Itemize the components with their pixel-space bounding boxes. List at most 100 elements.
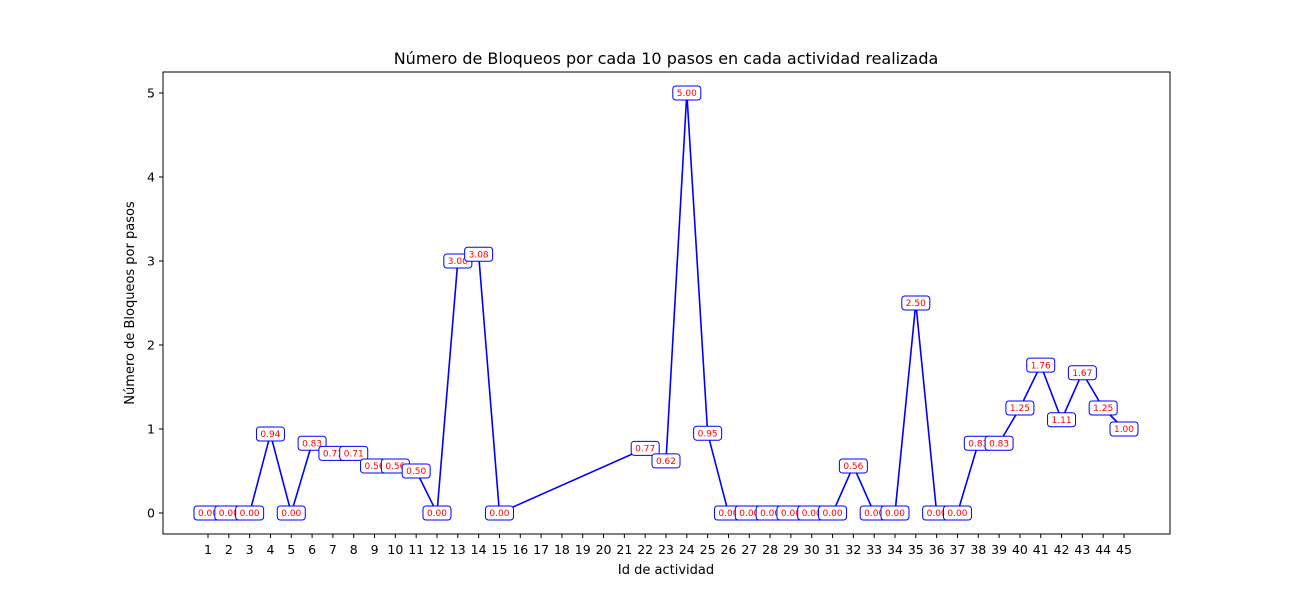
data-label-2: 0.00 [219, 509, 239, 519]
x-axis: 1 2 3 4 5 6 7 8 9 10 11 12 13 14 15 16 17 18 19 20 21 22 23 24 2… [204, 534, 1132, 557]
y-tick-label-5: 5 [147, 86, 155, 101]
x-tick-label-9: 9 [371, 542, 379, 557]
data-label-box-41 [1026, 357, 1056, 373]
x-tick-label-18: 18 [554, 542, 570, 557]
x-tick-label-33: 33 [866, 542, 882, 557]
data-label-45: 1.00 [1114, 425, 1134, 435]
data-label-box-37 [942, 505, 972, 521]
data-label-box-5 [276, 505, 306, 521]
x-tick-label-35: 35 [908, 542, 924, 557]
data-label-28: 0.00 [760, 509, 780, 519]
y-tick-label-3: 3 [147, 254, 155, 269]
data-label-39: 0.83 [989, 439, 1009, 449]
y-axis-label: Número de Bloqueos por pasos [123, 201, 138, 405]
data-label-box-35 [901, 295, 931, 311]
data-label-box-40 [1005, 400, 1035, 416]
x-tick-label-14: 14 [471, 542, 487, 557]
data-label-11: 0.50 [406, 467, 426, 477]
x-tick-label-34: 34 [887, 542, 903, 557]
data-label-43: 1.67 [1072, 369, 1092, 379]
data-label-7: 0.71 [323, 450, 343, 460]
data-label-14: 3.08 [469, 250, 489, 260]
data-label-10: 0.56 [385, 462, 405, 472]
x-tick-label-30: 30 [804, 542, 820, 557]
data-label-41: 1.76 [1031, 361, 1051, 371]
x-tick-label-2: 2 [225, 542, 233, 557]
data-label-23: 0.62 [656, 457, 676, 467]
x-tick-label-20: 20 [596, 542, 612, 557]
data-label-box-23 [651, 453, 681, 469]
data-label-box-11 [401, 463, 431, 479]
y-tick-label-4: 4 [147, 170, 155, 185]
data-label-box-12 [422, 505, 452, 521]
data-label-12: 0.00 [427, 509, 447, 519]
x-tick-label-21: 21 [616, 542, 632, 557]
data-label-40: 1.25 [1010, 404, 1030, 414]
x-tick-label-16: 16 [512, 542, 528, 557]
data-labels-group: 0.00 0.00 0.000.940.000.830.71 0.710.56 0.56… [193, 85, 1139, 521]
x-tick-label-3: 3 [246, 542, 254, 557]
data-label-box-39 [984, 435, 1014, 451]
data-label-13: 3.00 [448, 257, 468, 267]
data-label-box-15 [484, 505, 514, 521]
data-label-27: 0.00 [739, 509, 759, 519]
x-tick-label-1: 1 [204, 542, 212, 557]
x-tick-label-43: 43 [1074, 542, 1090, 557]
data-label-32: 0.56 [843, 462, 863, 472]
x-axis-label: Id de actividad [618, 563, 714, 578]
x-tick-label-17: 17 [533, 542, 549, 557]
x-tick-label-45: 45 [1116, 542, 1132, 557]
data-label-box-31 [818, 505, 848, 521]
x-tick-label-28: 28 [762, 542, 778, 557]
data-label-5: 0.00 [281, 509, 301, 519]
x-tick-label-42: 42 [1054, 542, 1070, 557]
x-tick-label-36: 36 [929, 542, 945, 557]
data-label-box-45 [1109, 421, 1139, 437]
data-label-22: 0.77 [635, 445, 655, 455]
x-tick-label-44: 44 [1095, 542, 1111, 557]
y-axis: 0 1 2 3 4 5 [147, 86, 163, 521]
x-tick-label-31: 31 [825, 542, 841, 557]
data-label-33: 0.00 [864, 509, 884, 519]
data-label-4: 0.94 [260, 430, 280, 440]
data-label-box-25 [693, 425, 723, 441]
data-label-35: 2.50 [906, 299, 926, 309]
x-tick-label-32: 32 [845, 542, 861, 557]
x-tick-label-11: 11 [408, 542, 424, 557]
x-tick-label-7: 7 [329, 542, 337, 557]
data-label-1: 0.00 [198, 509, 218, 519]
x-tick-label-29: 29 [783, 542, 799, 557]
x-tick-label-6: 6 [308, 542, 316, 557]
data-label-31: 0.00 [823, 509, 843, 519]
x-tick-label-25: 25 [700, 542, 716, 557]
data-label-box-4 [255, 426, 285, 442]
data-label-38: 0.83 [968, 439, 988, 449]
data-label-box-14 [464, 246, 494, 262]
x-tick-label-12: 12 [429, 542, 445, 557]
x-tick-label-26: 26 [721, 542, 737, 557]
data-label-29: 0.00 [781, 509, 801, 519]
y-tick-label-1: 1 [147, 422, 155, 437]
data-label-24: 5.00 [677, 89, 697, 99]
data-label-44: 1.25 [1093, 404, 1113, 414]
data-label-box-32 [838, 458, 868, 474]
data-label-15: 0.00 [489, 509, 509, 519]
x-tick-label-19: 19 [575, 542, 591, 557]
x-tick-label-4: 4 [266, 542, 274, 557]
data-label-box-3 [235, 505, 265, 521]
data-label-25: 0.95 [698, 429, 718, 439]
data-label-box-6 [297, 435, 327, 451]
data-label-box-24 [672, 85, 702, 101]
data-label-6: 0.83 [302, 439, 322, 449]
x-tick-label-41: 41 [1033, 542, 1049, 557]
chart-title: Número de Bloqueos por cada 10 pasos en … [394, 49, 939, 68]
data-label-box-8 [339, 445, 369, 461]
x-tick-label-15: 15 [492, 542, 508, 557]
x-tick-label-10: 10 [387, 542, 403, 557]
x-tick-label-37: 37 [950, 542, 966, 557]
x-tick-label-40: 40 [1012, 542, 1028, 557]
data-label-box-34 [880, 505, 910, 521]
y-tick-label-2: 2 [147, 338, 155, 353]
